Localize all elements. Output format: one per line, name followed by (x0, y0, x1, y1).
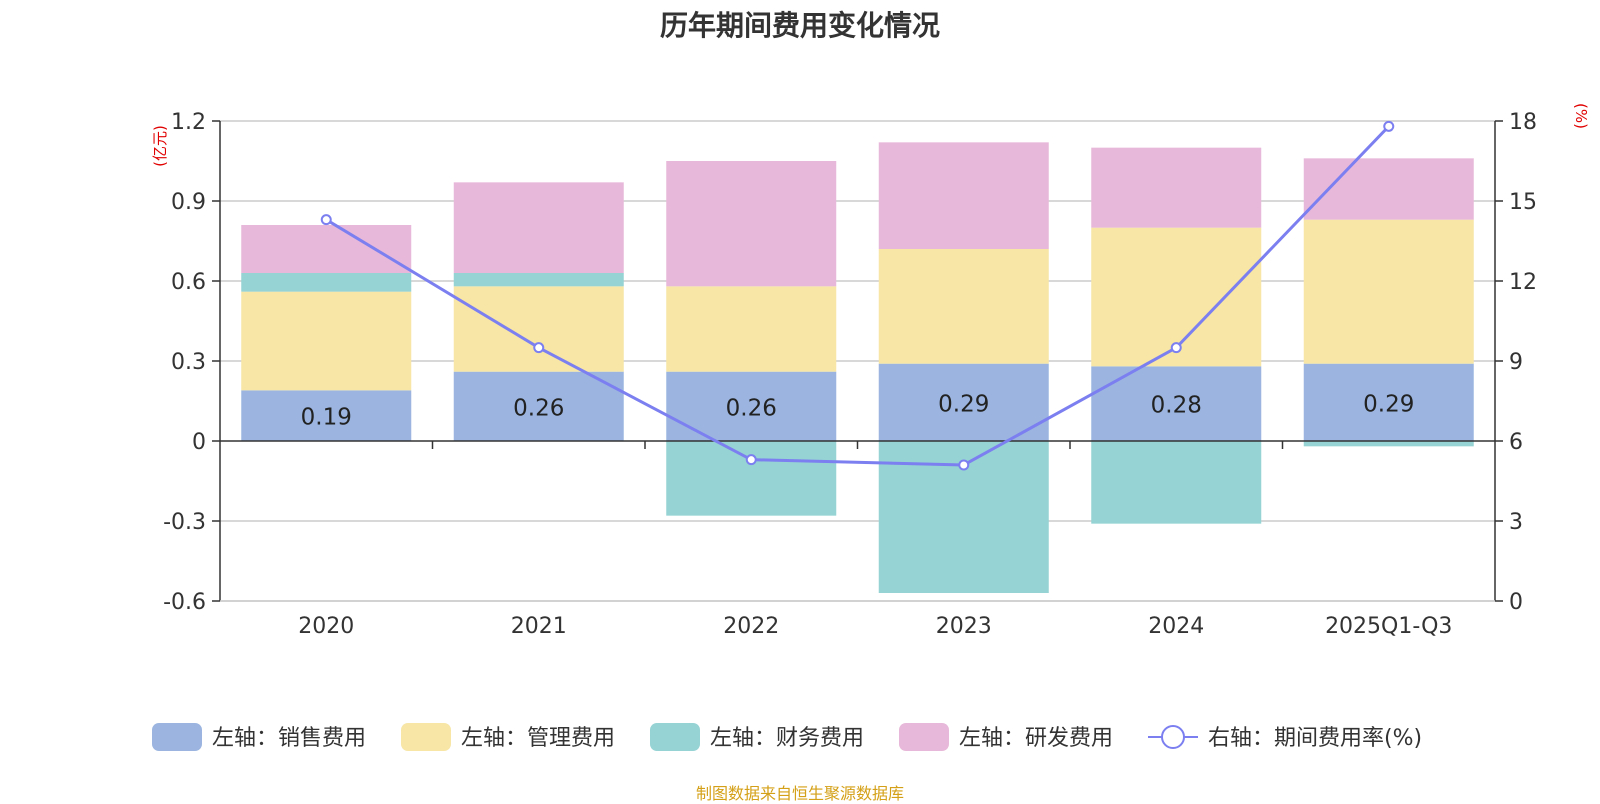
bar-3-2022 (666, 441, 837, 516)
bar-data-label: 0.26 (726, 395, 777, 421)
legend-marker (1161, 725, 1185, 749)
left-tick-label: -0.6 (163, 590, 206, 615)
legend-label: 左轴：管理费用 (461, 726, 615, 751)
bar-4-2025Q1-Q3 (1303, 158, 1474, 220)
bar-4-2023 (878, 142, 1049, 249)
bar-2-2021 (453, 286, 624, 372)
x-tick-label: 2023 (936, 614, 992, 639)
chart-svg: -0.6 -0.3 0 0.3 0.6 0.9 1.2 0 3 6 9 12 15 18 (亿元) (%) 0.… (151, 103, 1590, 751)
bar-2-2023 (878, 249, 1049, 364)
right-tick-label: 0 (1509, 590, 1523, 615)
right-tick-label: 9 (1509, 350, 1523, 375)
x-tick-label: 2024 (1148, 614, 1204, 639)
legend-label: 右轴：期间费用率(%) (1208, 726, 1422, 751)
legend-swatch (152, 723, 202, 751)
bar-data-label: 0.29 (938, 391, 989, 417)
source-footer: 制图数据来自恒生聚源数据库 (695, 784, 904, 803)
rate-point-2023 (958, 459, 970, 471)
bar-4-2024 (1091, 147, 1262, 228)
bar-1-2025Q1-Q3 (1303, 363, 1474, 441)
rate-point-2022 (745, 454, 757, 466)
bar-3-2025Q1-Q3 (1303, 441, 1474, 447)
right-tick-label: 12 (1509, 270, 1537, 295)
right-tick-label: 3 (1509, 510, 1523, 535)
legend-label: 左轴：财务费用 (710, 726, 864, 751)
left-tick-label: -0.3 (163, 510, 206, 535)
left-tick-label: 0.3 (171, 350, 206, 375)
legend-label: 左轴：销售费用 (212, 726, 366, 751)
bar-data-label: 0.28 (1151, 393, 1202, 419)
bar-3-2024 (1091, 441, 1262, 524)
rate-point-2020 (320, 214, 332, 226)
legend-label: 左轴：研发费用 (959, 726, 1113, 751)
bar-2-2020 (241, 291, 412, 391)
legend-swatch (899, 723, 949, 751)
bar-1-2021 (453, 371, 624, 441)
right-tick-label: 6 (1509, 430, 1523, 455)
bar-2-2025Q1-Q3 (1303, 219, 1474, 364)
bar-2-2022 (666, 286, 837, 372)
right-tick-label: 18 (1509, 110, 1537, 135)
bar-3-2021 (453, 273, 624, 287)
bar-4-2021 (453, 182, 624, 273)
x-tick-label: 2020 (298, 614, 354, 639)
rate-point-2021 (533, 342, 545, 354)
legend-swatch (401, 723, 451, 751)
bar-1-2020 (241, 390, 412, 441)
bar-1-2023 (878, 363, 1049, 441)
left-tick-label: 1.2 (171, 110, 206, 135)
left-tick-label: 0.9 (171, 190, 206, 215)
bar-3-2020 (241, 273, 412, 292)
left-axis-unit: (亿元) (151, 125, 169, 167)
x-tick-label: 2022 (723, 614, 779, 639)
x-tick-label: 2025Q1-Q3 (1325, 614, 1452, 639)
chart-title: 历年期间费用变化情况 (659, 9, 940, 42)
rate-point-2024 (1170, 342, 1182, 354)
bar-4-2022 (666, 161, 837, 287)
left-tick-label: 0 (192, 430, 206, 455)
x-tick-label: 2021 (511, 614, 567, 639)
bar-data-label: 0.19 (301, 405, 352, 431)
bar-data-label: 0.29 (1363, 391, 1414, 417)
rate-point-2025Q1-Q3 (1383, 120, 1395, 132)
bar-data-label: 0.26 (513, 395, 564, 421)
bar-4-2020 (241, 225, 412, 273)
rate-line (325, 125, 1390, 467)
left-tick-label: 0.6 (171, 270, 206, 295)
right-axis-unit: (%) (1572, 103, 1590, 129)
legend-swatch (650, 723, 700, 751)
right-tick-label: 15 (1509, 190, 1537, 215)
